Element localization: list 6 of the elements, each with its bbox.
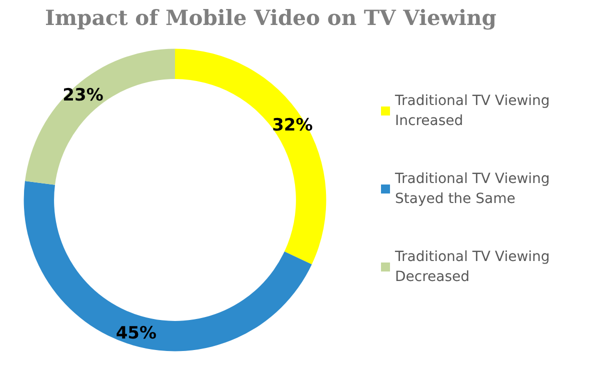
data-label: 23% — [62, 86, 104, 106]
legend-label: Traditional TV Viewing Increased — [394, 93, 554, 129]
chart-title: Impact of Mobile Video on TV Viewing — [45, 5, 497, 30]
data-label: 45% — [116, 324, 157, 344]
legend-label: Traditional TV Viewing Stayed the Same — [394, 171, 554, 207]
legend-label: Traditional TV Viewing Decreased — [394, 249, 554, 285]
